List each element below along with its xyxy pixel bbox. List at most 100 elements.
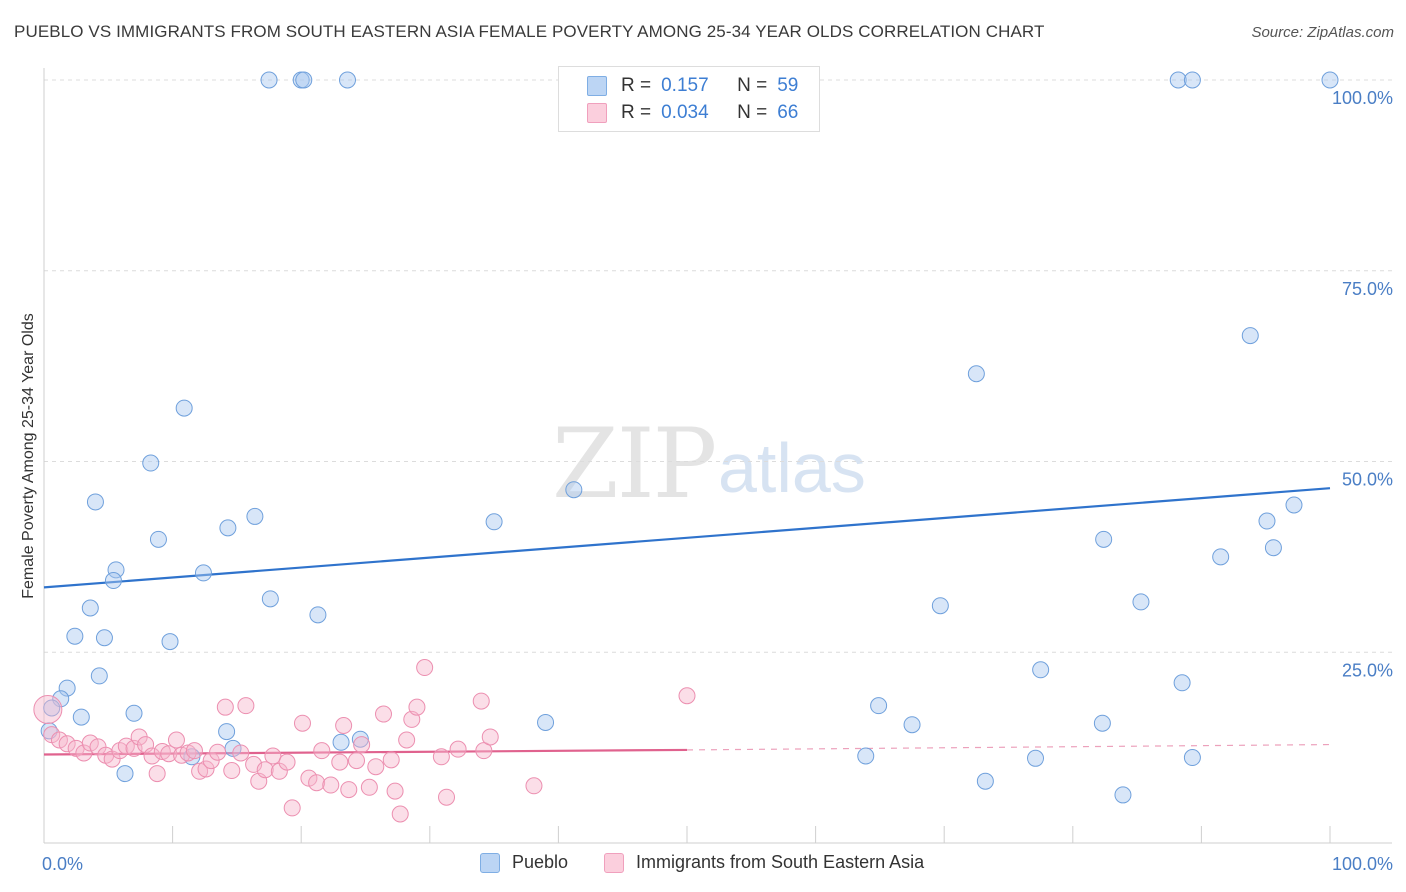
y-axis-label: Female Poverty Among 25-34 Year Olds: [20, 313, 37, 599]
legend-item-immigrants: Immigrants from South Eastern Asia: [604, 852, 924, 873]
legend-row-immigrants: R = 0.034 N = 66: [587, 102, 798, 124]
chart-title: PUEBLO VS IMMIGRANTS FROM SOUTH EASTERN …: [14, 22, 1045, 41]
axes: [43, 68, 1392, 844]
pueblo-point: [870, 697, 888, 715]
immigrants-point: [347, 752, 365, 770]
immigrants-point: [75, 744, 93, 762]
immigrants-swatch-icon: [587, 103, 607, 123]
immigrants-point: [143, 747, 161, 765]
immigrants-point: [264, 747, 282, 765]
immigrants-point: [438, 788, 456, 806]
pueblo-point: [1169, 71, 1187, 89]
n-label: N =: [737, 102, 768, 123]
pueblo-point: [81, 599, 99, 617]
immigrants-point: [191, 762, 209, 780]
immigrants-point: [375, 705, 393, 723]
pueblo-point: [931, 597, 949, 615]
pueblo-point: [260, 71, 278, 89]
pueblo-point: [1132, 593, 1150, 611]
pueblo-point: [261, 590, 279, 608]
pueblo-point: [537, 713, 555, 731]
immigrants-trend-line: [43, 748, 688, 756]
n-value: 66: [777, 102, 799, 123]
immigrants-point: [678, 687, 696, 705]
immigrants-point: [237, 697, 255, 715]
pueblo-point: [1241, 327, 1259, 345]
immigrants-point: [58, 735, 76, 753]
series-legend: Pueblo Immigrants from South Eastern Asi…: [0, 852, 1406, 876]
immigrants-point: [232, 744, 250, 762]
pueblo-point: [218, 723, 236, 741]
axis-labels: 25.0% 50.0% 75.0% 100.0% 0.0% 100.0% Female Po…: [20, 88, 1393, 874]
immigrants-point: [197, 760, 215, 778]
immigrants-point: [308, 774, 326, 792]
immigrants-point: [185, 742, 203, 760]
pueblo-point: [1264, 539, 1282, 557]
pueblo-point: [219, 519, 237, 537]
r-label: R =: [621, 102, 652, 123]
pueblo-point: [90, 667, 108, 685]
immigrants-point: [367, 758, 385, 776]
immigrants-point: [382, 751, 400, 769]
pueblo-point: [58, 679, 76, 697]
pueblo-point: [338, 71, 356, 89]
immigrants-point: [398, 731, 416, 749]
pueblo-point: [1183, 749, 1201, 767]
pueblo-point: [1114, 786, 1132, 804]
pueblo-point: [86, 493, 104, 511]
immigrants-point: [223, 762, 241, 780]
watermark-atlas: atlas: [718, 429, 866, 507]
y-tick-label: 75.0%: [1342, 279, 1393, 299]
immigrants-point: [283, 799, 301, 817]
x-tick-label: 0.0%: [42, 854, 83, 874]
pueblo-trend-line: [43, 487, 1331, 589]
y-tick-label: 100.0%: [1332, 88, 1393, 108]
pueblo-point: [1173, 674, 1191, 692]
trend-lines: [43, 487, 1331, 756]
legend-row-pueblo: R = 0.157 N = 59: [587, 75, 798, 97]
immigrants-point: [432, 748, 450, 766]
pueblo-point: [565, 481, 583, 499]
immigrants-point: [148, 765, 166, 783]
pueblo-point: [43, 699, 61, 717]
immigrants-point: [322, 776, 340, 794]
pueblo-point: [194, 564, 212, 582]
immigrants-point: [472, 692, 490, 710]
pueblo-point: [72, 708, 90, 726]
pueblo-point: [903, 716, 921, 734]
pueblo-point: [309, 606, 327, 624]
immigrants-point: [408, 698, 426, 716]
immigrants-point: [209, 743, 227, 761]
pueblo-point: [351, 730, 369, 748]
pueblo-point: [142, 454, 160, 472]
immigrants-point: [391, 805, 409, 823]
immigrants-point: [256, 761, 274, 779]
legend-item-pueblo: Pueblo: [480, 852, 568, 873]
immigrants-point: [353, 736, 371, 754]
pueblo-point: [161, 633, 179, 651]
pueblo-point: [246, 507, 264, 525]
pueblo-point: [1212, 548, 1230, 566]
pueblo-point: [1093, 714, 1111, 732]
pueblo-point: [107, 561, 125, 579]
immigrants-point: [50, 731, 68, 749]
pueblo-point: [1258, 512, 1276, 530]
n-value: 59: [777, 75, 799, 96]
pueblo-point: [125, 704, 143, 722]
pueblo-point: [52, 690, 70, 708]
immigrants-point: [179, 744, 197, 762]
pueblo-point: [1321, 71, 1339, 89]
pueblo-legend-icon: [480, 852, 500, 873]
r-value: 0.034: [661, 102, 709, 123]
pueblo-point: [149, 530, 167, 548]
immigrants-point: [340, 781, 358, 799]
y-tick-label: 25.0%: [1342, 660, 1393, 680]
pueblo-point: [295, 71, 313, 89]
immigrants-point: [81, 734, 99, 752]
pueblo-point: [332, 733, 350, 751]
y-tick-label: 50.0%: [1342, 470, 1393, 490]
immigrants-point: [331, 753, 349, 771]
pueblo-point: [1285, 496, 1303, 514]
immigrants-point: [481, 728, 499, 746]
immigrants-point: [335, 716, 353, 734]
